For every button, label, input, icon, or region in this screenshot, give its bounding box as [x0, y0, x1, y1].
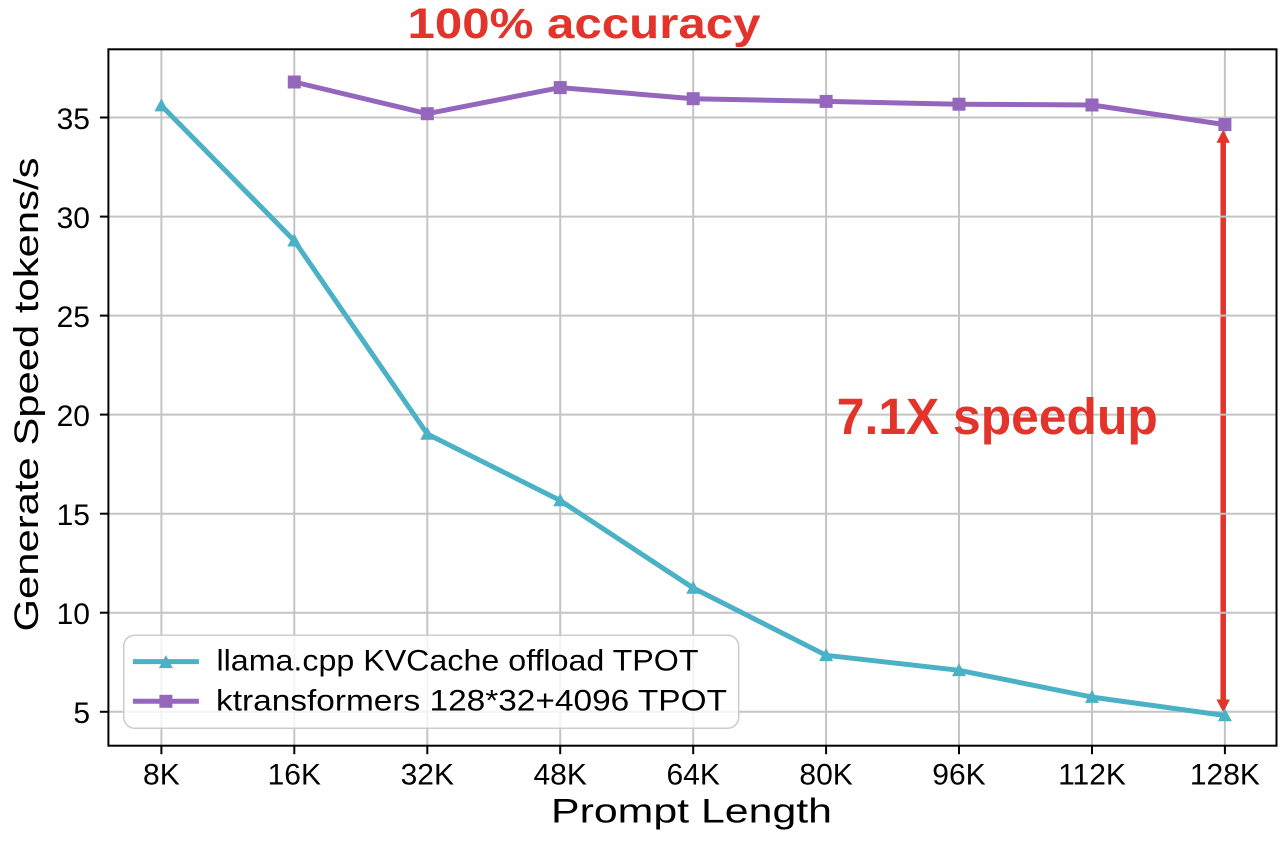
svg-text:ktransformers 128*32+4096 TPOT: ktransformers 128*32+4096 TPOT: [216, 684, 727, 717]
svg-text:32K: 32K: [401, 758, 454, 791]
svg-text:llama.cpp KVCache offload TPOT: llama.cpp KVCache offload TPOT: [217, 645, 699, 678]
svg-text:35: 35: [57, 103, 90, 136]
svg-text:7.1X speedup: 7.1X speedup: [837, 388, 1158, 445]
svg-text:8K: 8K: [143, 758, 180, 791]
svg-text:10: 10: [57, 598, 90, 631]
svg-text:Generate Speed tokens/s: Generate Speed tokens/s: [8, 158, 46, 632]
svg-text:5: 5: [73, 697, 90, 730]
svg-text:128K: 128K: [1190, 758, 1260, 791]
svg-text:20: 20: [57, 400, 90, 433]
svg-text:112K: 112K: [1058, 758, 1126, 791]
svg-text:64K: 64K: [667, 758, 720, 791]
svg-text:16K: 16K: [268, 758, 321, 791]
svg-text:25: 25: [57, 301, 90, 334]
svg-text:80K: 80K: [799, 758, 852, 791]
svg-text:48K: 48K: [534, 758, 587, 791]
svg-text:100% accuracy: 100% accuracy: [408, 0, 761, 48]
svg-text:96K: 96K: [932, 758, 985, 791]
svg-text:15: 15: [57, 499, 90, 532]
svg-text:30: 30: [57, 202, 90, 235]
svg-text:Prompt Length: Prompt Length: [551, 793, 832, 831]
